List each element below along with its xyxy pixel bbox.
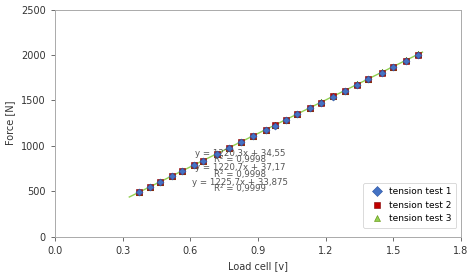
Point <box>249 134 257 138</box>
Point <box>225 146 232 150</box>
Point <box>136 190 143 194</box>
Point <box>329 94 337 99</box>
Point <box>306 106 313 111</box>
Point <box>190 163 197 168</box>
Point <box>179 169 186 173</box>
Point <box>156 180 164 184</box>
Text: y = 1220,3x + 34,55: y = 1220,3x + 34,55 <box>194 149 285 158</box>
Point <box>168 174 176 178</box>
Point <box>213 151 221 156</box>
Point <box>293 112 301 116</box>
Text: y = 1220,7x + 37,17: y = 1220,7x + 37,17 <box>194 163 285 172</box>
Point <box>262 128 270 132</box>
Point <box>271 123 279 128</box>
Point <box>168 174 176 178</box>
Point <box>271 123 279 127</box>
Point <box>237 140 245 144</box>
Point <box>282 118 290 122</box>
Point <box>190 163 197 167</box>
Point <box>213 152 221 156</box>
Point <box>306 106 313 110</box>
Point <box>249 134 257 138</box>
Point <box>237 140 245 144</box>
Y-axis label: Force [N]: Force [N] <box>6 101 16 145</box>
Point <box>282 117 290 122</box>
Point <box>293 112 301 116</box>
Point <box>136 190 143 194</box>
Point <box>136 190 143 194</box>
Text: R² = 0,9998: R² = 0,9998 <box>214 155 266 164</box>
Text: y = 1225,7x + 33,875: y = 1225,7x + 33,875 <box>192 178 288 187</box>
Point <box>317 101 325 105</box>
Point <box>146 185 154 189</box>
Point <box>414 52 422 57</box>
Point <box>271 123 279 127</box>
Point <box>156 180 164 184</box>
Point <box>378 70 386 75</box>
Point <box>414 53 422 57</box>
Point <box>199 159 206 163</box>
Point <box>329 94 337 98</box>
Point <box>282 117 290 122</box>
Point <box>237 140 245 144</box>
Point <box>146 185 154 189</box>
Point <box>365 77 372 81</box>
Point <box>179 169 186 173</box>
Point <box>341 89 348 93</box>
Point <box>402 59 410 63</box>
Point <box>146 185 154 189</box>
Point <box>402 58 410 63</box>
Point <box>341 88 348 93</box>
Point <box>353 83 361 87</box>
Text: R² = 0,9999: R² = 0,9999 <box>214 184 266 193</box>
X-axis label: Load cell [v]: Load cell [v] <box>228 261 288 271</box>
Point <box>402 59 410 63</box>
Point <box>262 127 270 132</box>
Point <box>199 158 206 163</box>
Point <box>329 94 337 99</box>
Point <box>365 77 372 82</box>
Point <box>199 158 206 163</box>
Point <box>190 163 197 168</box>
Point <box>293 112 301 117</box>
Text: R² = 0,9998: R² = 0,9998 <box>214 170 266 179</box>
Point <box>389 65 397 69</box>
Point <box>262 127 270 132</box>
Point <box>317 100 325 105</box>
Point <box>353 82 361 87</box>
Point <box>378 71 386 75</box>
Point <box>249 134 257 138</box>
Point <box>225 146 232 150</box>
Point <box>389 65 397 70</box>
Point <box>225 146 232 150</box>
Point <box>365 77 372 81</box>
Point <box>341 89 348 93</box>
Point <box>156 180 164 184</box>
Point <box>179 169 186 173</box>
Point <box>306 106 313 110</box>
Point <box>168 174 176 178</box>
Legend: tension test 1, tension test 2, tension test 3: tension test 1, tension test 2, tension … <box>363 183 456 228</box>
Point <box>378 70 386 75</box>
Point <box>389 64 397 69</box>
Point <box>317 100 325 104</box>
Point <box>213 151 221 156</box>
Point <box>353 83 361 87</box>
Point <box>414 53 422 57</box>
